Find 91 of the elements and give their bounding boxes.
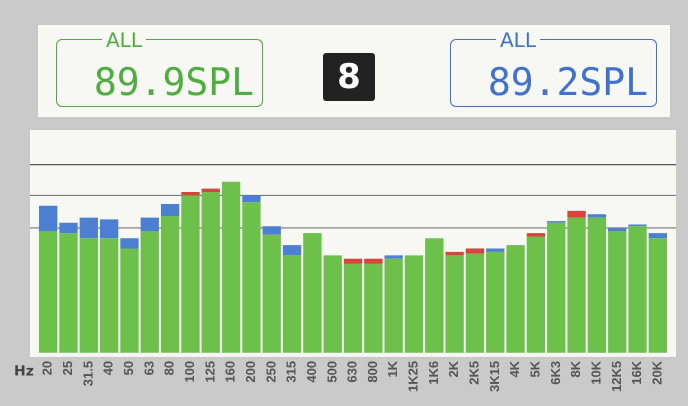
x-tick-label: 5K	[527, 360, 542, 378]
bar	[202, 192, 220, 353]
x-tick-label: 10K	[588, 360, 604, 385]
bar	[445, 252, 464, 256]
bar	[80, 238, 98, 353]
x-tick-label: 200	[242, 360, 258, 383]
x-tick-label: 31.5	[80, 360, 96, 386]
bar	[628, 226, 647, 353]
bar	[181, 195, 200, 353]
x-tick-label: 25	[60, 360, 76, 376]
x-tick-label: 630	[344, 360, 360, 383]
bar	[242, 195, 261, 202]
bar	[100, 238, 118, 353]
bar	[384, 255, 403, 259]
x-tick-label: 2K5	[466, 360, 482, 385]
x-tick-label: 12K5	[608, 360, 624, 392]
x-tick-label: 160	[222, 360, 238, 383]
bar	[181, 192, 200, 196]
text: 89.2SPL	[488, 60, 648, 104]
bar	[608, 231, 626, 353]
x-tick-label: 40	[100, 360, 116, 376]
x-tick-label: 20	[40, 360, 55, 376]
bar	[282, 255, 302, 353]
bar	[608, 228, 626, 232]
x-tick-label: 250	[263, 360, 278, 383]
text: 8	[323, 53, 375, 101]
bar	[140, 218, 159, 232]
x-tick-label: 1K25	[406, 360, 421, 392]
x-tick-label: 2K	[446, 360, 462, 378]
bar	[262, 234, 281, 353]
bar	[39, 231, 58, 353]
bar	[202, 188, 220, 192]
bar	[59, 222, 78, 234]
bar	[404, 255, 424, 353]
bar	[59, 233, 78, 353]
bar	[648, 238, 667, 353]
bar	[384, 258, 403, 353]
x-tick-label: 800	[364, 360, 380, 383]
bar	[364, 258, 382, 264]
x-tick-label: 20K	[649, 360, 664, 385]
bar	[242, 202, 261, 353]
bar	[526, 233, 546, 237]
bar	[567, 210, 586, 218]
x-tick-label: 80	[162, 360, 177, 376]
bar	[344, 258, 362, 264]
x-tick-label: 6K3	[548, 360, 563, 385]
bar	[547, 222, 566, 353]
bar	[324, 255, 342, 353]
bar	[100, 219, 118, 238]
bar	[567, 218, 586, 353]
bar	[120, 248, 139, 353]
bar	[160, 204, 180, 216]
bar	[303, 233, 322, 353]
bar	[466, 254, 484, 353]
bar	[80, 218, 98, 238]
x-tick-label: 63	[141, 360, 156, 376]
x-tick-label: 400	[304, 360, 319, 383]
bar	[364, 264, 382, 353]
bar	[588, 214, 606, 218]
x-tick-label: 1K6	[426, 360, 441, 385]
bar	[486, 248, 504, 252]
bar	[222, 182, 240, 353]
x-tick-label: 100	[182, 360, 197, 383]
text: 89.9SPL	[94, 60, 254, 104]
bar	[588, 218, 606, 353]
x-tick-label: 8K	[568, 360, 584, 378]
bar	[160, 216, 180, 353]
text: ALL	[102, 28, 146, 52]
bar	[344, 264, 362, 353]
x-tick-label: 3K15	[486, 360, 502, 392]
bar	[466, 248, 484, 254]
x-tick-label: 50	[121, 360, 136, 376]
text: ALL	[496, 28, 540, 52]
bar	[506, 245, 525, 353]
x-tick-label: 1K	[385, 360, 400, 378]
bar	[425, 238, 444, 353]
x-tick-label: 125	[202, 360, 218, 383]
x-tick-label: 16K	[629, 360, 644, 385]
bar	[140, 231, 159, 353]
bar	[648, 233, 667, 238]
bar	[445, 255, 464, 353]
x-tick-label: 4K	[507, 360, 522, 378]
bar	[120, 238, 139, 248]
x-axis-title: Hz	[14, 364, 34, 380]
x-tick-label: 500	[324, 360, 340, 383]
bar	[526, 236, 546, 353]
bar	[262, 226, 281, 235]
bar	[39, 206, 58, 232]
bar	[486, 252, 504, 353]
x-tick-label: 315	[284, 360, 299, 383]
bar	[282, 245, 302, 256]
